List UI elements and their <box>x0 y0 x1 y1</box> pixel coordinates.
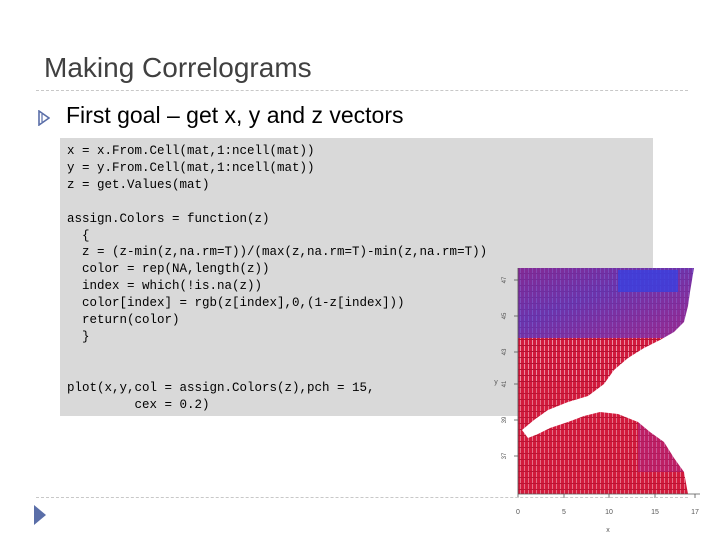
code-line: } <box>67 329 90 344</box>
title-divider <box>36 90 688 91</box>
bullet-icon <box>38 110 50 126</box>
x-tick-label: 15 <box>651 509 659 516</box>
code-line: return(color) <box>67 313 180 328</box>
code-line: z = get.Values(mat) <box>67 177 210 192</box>
footer-divider <box>36 497 688 498</box>
correlogram-plot: 0 5 10 15 17 47 45 43 41 39 37 x y <box>494 268 700 534</box>
code-line: z = (z-min(z,na.rm=T))/(max(z,na.rm=T)-m… <box>67 245 488 260</box>
x-axis-label: x <box>606 527 610 534</box>
x-tick-label: 0 <box>516 509 520 516</box>
code-line: index = which(!is.na(z)) <box>67 279 263 294</box>
x-tick-label: 10 <box>605 509 613 516</box>
y-tick-label: 37 <box>502 452 508 459</box>
slide-nav-icon <box>34 505 46 525</box>
code-line: color[index] = rgb(z[index],0,(1-z[index… <box>67 296 405 311</box>
code-line: { <box>67 228 90 243</box>
land-area <box>522 268 700 494</box>
y-tick-label: 43 <box>502 348 508 355</box>
plot-field <box>518 268 700 494</box>
code-line: assign.Colors = function(z) <box>67 211 270 226</box>
slide-title: Making Correlograms <box>44 52 312 83</box>
x-tick-label: 17 <box>691 509 699 516</box>
code-line: y = y.From.Cell(mat,1:ncell(mat)) <box>67 160 315 175</box>
y-tick-label: 45 <box>502 312 508 319</box>
y-tick-label: 39 <box>502 416 508 423</box>
code-line: cex = 0.2) <box>67 397 210 412</box>
y-tick-label: 47 <box>502 276 508 283</box>
code-line: x = x.From.Cell(mat,1:ncell(mat)) <box>67 144 315 158</box>
bullet-text: First goal – get x, y and z vectors <box>66 102 404 128</box>
y-axis: 47 45 43 41 39 37 <box>502 276 518 459</box>
y-tick-label: 41 <box>502 380 508 387</box>
code-line: plot(x,y,col = assign.Colors(z),pch = 15… <box>67 380 375 395</box>
y-axis-label: y <box>494 379 498 386</box>
code-line: color = rep(NA,length(z)) <box>67 262 270 277</box>
code-text: x = x.From.Cell(mat,1:ncell(mat)) y = y.… <box>67 143 487 414</box>
x-tick-label: 5 <box>562 509 566 516</box>
